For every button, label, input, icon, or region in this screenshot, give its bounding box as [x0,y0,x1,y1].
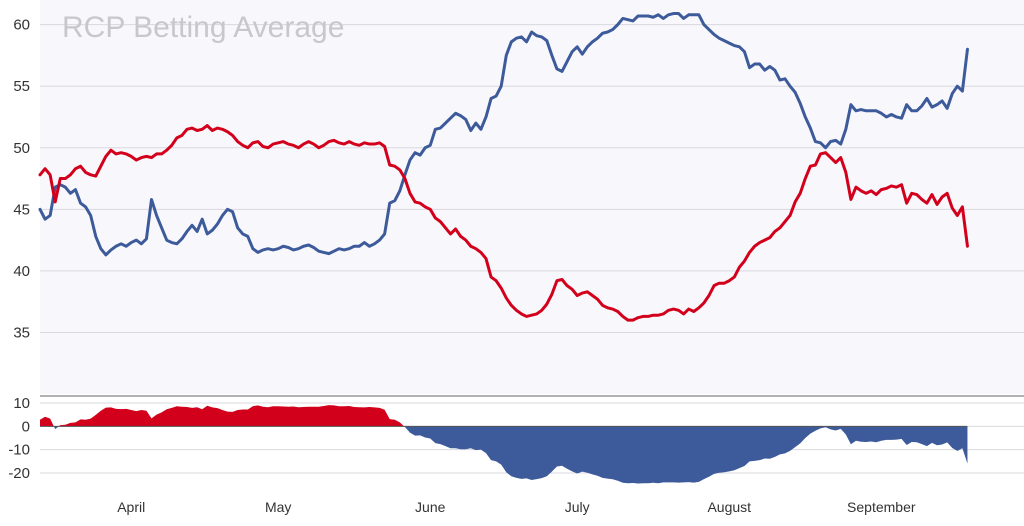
series-line-red [38,124,969,322]
month-label-september: September [847,499,916,515]
spread-tick-label-10: 10 [13,395,30,412]
month-label-june: June [415,499,446,515]
series-lines [38,12,969,322]
main-y-axis: 35 40 45 50 55 60 [13,17,30,342]
spread-negative-area [40,426,968,484]
main-plot-background [40,0,1024,394]
y-tick-label-50: 50 [13,140,30,157]
spread-tick-label-0: 0 [22,418,30,435]
main-gridlines [40,24,1024,333]
month-label-august: August [707,499,751,515]
month-label-july: July [565,499,590,515]
spread-positive-area [40,405,968,427]
spread-tick-label--20: -20 [8,465,30,482]
y-tick-label-60: 60 [13,17,30,34]
y-tick-label-40: 40 [13,263,30,280]
spread-area [40,405,968,484]
y-tick-label-55: 55 [13,78,30,95]
y-tick-label-35: 35 [13,324,30,341]
x-axis-months: April May June July August September [117,499,916,515]
spread-tick-label--10: -10 [8,442,30,459]
chart-title: RCP Betting Average [62,11,344,44]
y-tick-label-45: 45 [13,201,30,218]
series-line-blue [38,12,969,257]
spread-y-axis: 10 0 -10 -20 [8,395,30,482]
month-label-may: May [265,499,291,515]
month-label-april: April [117,499,145,515]
